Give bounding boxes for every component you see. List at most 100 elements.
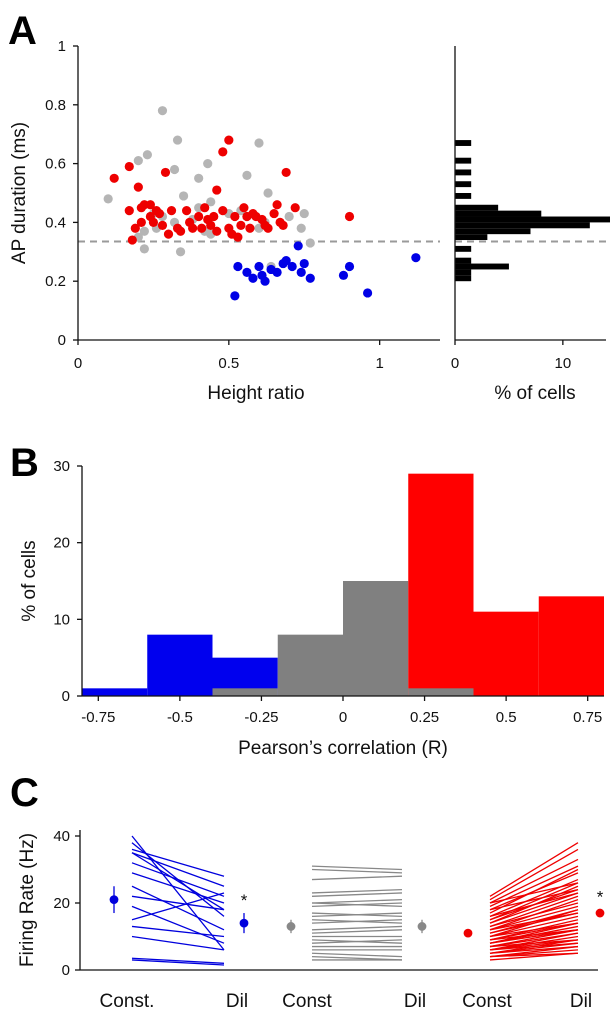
panel-b-histogram: -0.75 -0.5 -0.25 0 0.25 0.5 0.75 0 10 20 30 Pearso… [19, 458, 604, 759]
paired-line [489, 882, 579, 904]
scatter-point-red [197, 223, 207, 233]
scatter-point-grey [305, 238, 315, 248]
paired-line [489, 932, 579, 951]
paired-line [489, 939, 579, 948]
scatter-point-red [185, 217, 195, 227]
scatter-point-red [194, 211, 204, 222]
panel-b-y-tick-label: 20 [53, 535, 70, 552]
significance-star: * [241, 891, 248, 910]
scatter-point-grey [242, 170, 252, 180]
scatter-point-grey [169, 164, 180, 175]
scatter-point-red [124, 161, 134, 172]
paired-line [131, 852, 225, 911]
panel-a-x-tick-label: 0 [74, 355, 82, 372]
bar-red [538, 596, 604, 696]
scatter-point-red [182, 206, 192, 216]
scatter-point-red [233, 232, 243, 242]
paired-line [489, 909, 579, 938]
mean-marker-dil [595, 908, 605, 918]
mean-marker-dil [417, 922, 427, 931]
paired-line [311, 865, 403, 871]
scatter-point-blue [299, 258, 309, 269]
panel-label-a: A [8, 9, 37, 53]
scatter-point-grey [133, 156, 143, 166]
paired-line [311, 919, 403, 924]
scatter-point-blue [233, 261, 243, 272]
scatter-point-red [218, 206, 228, 216]
bar-blue [147, 634, 213, 696]
panel-b-histogram-bars: -0.75 -0.5 -0.25 0 0.25 0.5 0.75 0 10 20 30 [53, 458, 604, 726]
paired-line [489, 842, 579, 897]
panel-a-x-axis-label: Height ratio [207, 383, 304, 404]
scatter-point-grey [157, 106, 168, 116]
scatter-point-red [160, 167, 171, 178]
paired-line [489, 848, 579, 901]
paired-line [311, 868, 403, 874]
paired-line [131, 895, 225, 911]
scatter-point-grey [194, 173, 204, 183]
panel-a-histogram: 0 10 % of cells [451, 46, 610, 404]
scatter-point-red [245, 223, 255, 233]
scatter-point-red [139, 200, 149, 210]
paired-line [489, 905, 579, 931]
scatter-point-blue [296, 267, 306, 277]
scatter-point-red [269, 208, 279, 219]
panel-a-x-tick-label: 0.5 [218, 355, 239, 372]
histogram-bar [455, 140, 472, 146]
histogram-bar [455, 210, 542, 217]
scatter-point-red [230, 211, 240, 222]
scatter-point-grey [103, 194, 113, 204]
panel-b-y-axis-label: % of cells [19, 540, 40, 621]
bar-red [473, 611, 539, 696]
panel-a-x-tick-label: 1 [375, 355, 383, 372]
paired-line [131, 925, 225, 938]
panel-c-y-tick-label: 40 [53, 828, 70, 845]
scatter-point-red [133, 182, 143, 192]
paired-line [311, 952, 403, 958]
histogram-bar [455, 193, 472, 199]
paired-line [131, 848, 225, 877]
scatter-point-red [127, 235, 137, 245]
paired-line [489, 915, 579, 938]
scatter-point-grey [178, 191, 189, 201]
histogram-bar [455, 204, 499, 211]
panel-label-c: C [10, 771, 39, 815]
paired-line [131, 959, 225, 966]
paired-line [311, 875, 403, 881]
scatter-point-red [166, 206, 177, 216]
scatter-point-red [236, 220, 246, 230]
histogram-bar [455, 263, 509, 270]
bar-grey [408, 688, 474, 696]
scatter-point-blue [230, 291, 240, 301]
scatter-point-grey [172, 135, 183, 145]
panel-b-x-tick-label: -0.75 [81, 709, 115, 726]
paired-line [489, 892, 579, 918]
scatter-point-red [157, 220, 168, 230]
panel-b-y-tick-label: 0 [62, 688, 70, 705]
histogram-bar [455, 181, 472, 188]
scatter-point-red [278, 220, 288, 230]
paired-line [131, 935, 225, 951]
scatter-point-red [175, 226, 186, 236]
paired-line [311, 899, 403, 904]
panel-b-x-tick-label: -0.25 [244, 709, 278, 726]
panel-b-x-tick-label: -0.5 [167, 709, 193, 726]
mean-marker-const [109, 895, 119, 905]
paired-line [489, 922, 579, 938]
histogram-bar [455, 157, 472, 164]
paired-line [311, 892, 403, 897]
paired-line [489, 912, 579, 931]
scatter-point-blue [281, 256, 291, 266]
paired-line [131, 892, 225, 921]
scatter-point-blue [242, 267, 252, 277]
scatter-point-grey [203, 159, 213, 169]
bar-red [408, 473, 474, 696]
paired-line [311, 939, 403, 944]
paired-line [489, 888, 579, 911]
panel-a-y-tick-label: 0 [58, 332, 66, 349]
paired-line [131, 957, 225, 964]
scatter-point-red [163, 229, 174, 239]
panel-a-histogram-bars: 0 10 [451, 140, 610, 372]
bar-grey [277, 634, 343, 696]
scatter-point-grey [139, 226, 149, 236]
